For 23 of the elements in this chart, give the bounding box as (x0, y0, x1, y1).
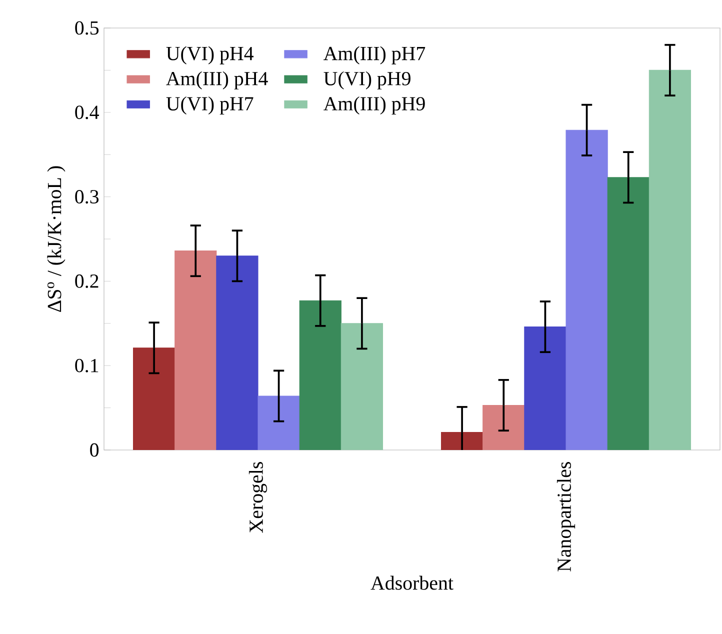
y-tick-label: 0.3 (75, 190, 99, 204)
y-tick-label: 0 (90, 443, 99, 457)
legend-label: U(VI) pH4 (166, 46, 254, 64)
y-axis-title: ΔS$^{o}$ / (kJ/K·moL ) (47, 166, 66, 312)
legend-label: Am(III) pH7 (324, 46, 426, 64)
legend-label: U(VI) pH7 (166, 96, 254, 115)
bar (566, 130, 608, 450)
x-tick-label: Xerogels (248, 462, 268, 533)
y-tick-label: 0.5 (75, 21, 99, 35)
bar (524, 326, 566, 450)
legend-label: Am(III) pH4 (166, 71, 268, 90)
legend-label: Am(III) pH9 (324, 96, 425, 115)
y-tick-label: 0.4 (75, 106, 99, 120)
x-tick-label: Nanoparticles (556, 462, 576, 572)
y-tick-label: 0.2 (75, 274, 98, 288)
bar (258, 396, 300, 450)
bar (216, 256, 258, 450)
bar (340, 323, 384, 450)
bar (132, 348, 176, 450)
x-axis-title: Adsorbent (370, 576, 454, 590)
bar (648, 70, 692, 450)
legend-label: U(VI) pH9 (324, 71, 410, 90)
y-tick-label: 0.1 (75, 358, 98, 372)
